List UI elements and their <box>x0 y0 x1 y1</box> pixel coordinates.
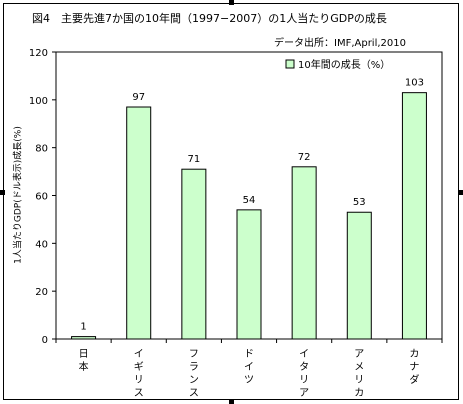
x-category-label: ア <box>299 388 309 399</box>
x-category-label: イ <box>244 362 254 373</box>
data-label: 103 <box>405 78 424 89</box>
y-tick-label: 100 <box>29 96 48 107</box>
x-category-label: リ <box>354 375 364 386</box>
y-tick-label: 80 <box>35 144 48 155</box>
data-label: 72 <box>298 152 311 163</box>
x-category-label: タ <box>299 361 309 373</box>
y-tick-label: 0 <box>42 335 48 346</box>
x-category-label: ラ <box>189 361 199 373</box>
chart-title: 図4 主要先進7か国の10年間（1997−2007）の1人当たりGDPの成長 <box>32 12 387 25</box>
x-category-label: リ <box>299 375 309 386</box>
y-tick-label: 60 <box>35 192 48 203</box>
source-note: データ出所：IMF,April,2010 <box>274 38 406 49</box>
data-label: 1 <box>80 322 86 333</box>
x-category-label: ツ <box>244 375 254 386</box>
y-tick-label: 120 <box>29 48 48 59</box>
bar <box>346 211 372 340</box>
bar <box>126 106 152 340</box>
x-category-label: ド <box>244 349 254 360</box>
legend-swatch <box>285 59 295 69</box>
resize-handle-right[interactable] <box>458 190 463 195</box>
data-label: 97 <box>132 92 145 103</box>
data-label: 71 <box>187 154 200 165</box>
x-category-label: 日 <box>79 349 89 360</box>
x-category-label: ス <box>134 388 144 399</box>
x-category-label: ナ <box>409 361 419 373</box>
resize-handle-bottom[interactable] <box>229 399 234 404</box>
bar <box>71 336 97 340</box>
resize-handle-left[interactable] <box>0 190 5 195</box>
bar <box>236 209 262 340</box>
y-tick-label: 40 <box>35 239 48 250</box>
bar <box>181 168 207 340</box>
bar <box>291 166 317 340</box>
bar <box>401 92 427 340</box>
x-category-label: カ <box>354 387 364 399</box>
legend-label: 10年間の成長（%） <box>298 58 390 71</box>
x-category-label: 本 <box>79 360 89 373</box>
x-category-label: ア <box>354 349 364 360</box>
x-category-label: イ <box>134 349 144 360</box>
data-label: 53 <box>353 197 366 208</box>
x-category-label: ギ <box>134 361 144 373</box>
x-category-label: ダ <box>409 373 419 386</box>
y-tick-label: 20 <box>35 287 48 298</box>
resize-handle-top[interactable] <box>229 0 234 5</box>
x-category-label: フ <box>189 349 199 360</box>
x-category-label: イ <box>299 349 309 360</box>
x-category-label: カ <box>409 348 419 360</box>
data-label: 54 <box>243 195 256 206</box>
x-category-label: メ <box>354 362 364 373</box>
x-category-label: ン <box>189 375 199 386</box>
x-category-label: リ <box>134 375 144 386</box>
x-category-label: ス <box>189 388 199 399</box>
